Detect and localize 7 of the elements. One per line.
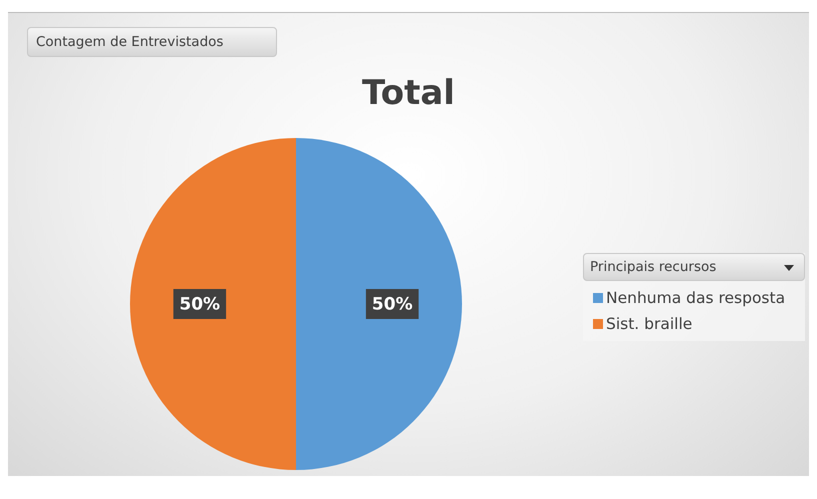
data-label: 50% — [372, 294, 413, 314]
legend-label: Sist. braille — [606, 315, 692, 333]
legend-label: Nenhuma das resposta — [606, 289, 786, 307]
chart-title: Total — [361, 73, 456, 113]
text: Contagem de Entrevistados — [27, 27, 277, 57]
legend-title: Principais recursos — [590, 259, 716, 275]
data-label: 50% — [179, 294, 220, 314]
